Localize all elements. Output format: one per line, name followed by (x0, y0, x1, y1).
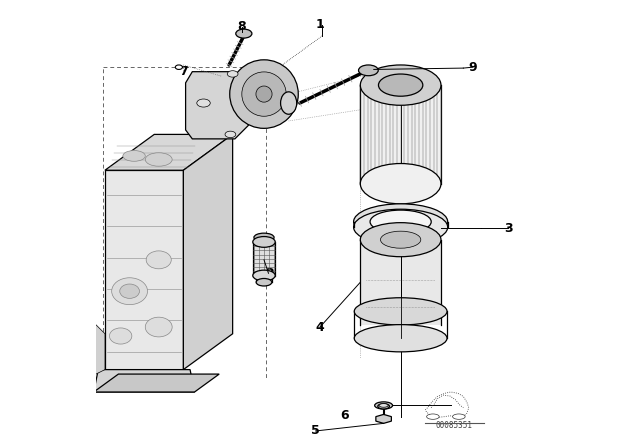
Text: 1: 1 (316, 18, 324, 31)
Polygon shape (376, 414, 392, 423)
Ellipse shape (256, 86, 272, 102)
Polygon shape (94, 370, 195, 392)
Ellipse shape (378, 74, 423, 96)
Polygon shape (78, 325, 105, 374)
Ellipse shape (175, 65, 182, 69)
Ellipse shape (280, 92, 297, 114)
Ellipse shape (354, 204, 448, 240)
Text: 2: 2 (266, 267, 275, 280)
Polygon shape (184, 134, 233, 370)
Ellipse shape (380, 231, 421, 248)
Text: 4: 4 (316, 320, 324, 334)
Text: 3: 3 (504, 222, 513, 235)
Text: 7: 7 (179, 65, 188, 78)
Bar (253, 242, 275, 276)
Text: 8: 8 (237, 20, 246, 34)
Text: 00085351: 00085351 (436, 421, 473, 430)
Text: 6: 6 (340, 409, 349, 422)
Ellipse shape (354, 209, 448, 245)
Ellipse shape (355, 298, 447, 325)
Ellipse shape (236, 29, 252, 38)
Ellipse shape (360, 65, 441, 105)
Ellipse shape (145, 317, 172, 337)
Ellipse shape (227, 71, 238, 77)
Ellipse shape (370, 210, 431, 233)
Ellipse shape (120, 284, 140, 298)
Ellipse shape (355, 325, 447, 352)
Ellipse shape (379, 404, 388, 407)
Ellipse shape (378, 404, 389, 409)
Polygon shape (94, 374, 220, 392)
Ellipse shape (109, 328, 132, 344)
Ellipse shape (360, 223, 441, 257)
Ellipse shape (254, 233, 274, 242)
Ellipse shape (452, 414, 465, 419)
Ellipse shape (253, 270, 275, 281)
Ellipse shape (145, 153, 172, 166)
Text: 9: 9 (468, 60, 477, 74)
Polygon shape (105, 134, 233, 170)
Polygon shape (186, 72, 248, 139)
Ellipse shape (427, 414, 439, 419)
Text: 5: 5 (311, 424, 320, 438)
Ellipse shape (374, 402, 392, 409)
Ellipse shape (230, 60, 298, 128)
Ellipse shape (146, 251, 172, 269)
Polygon shape (244, 85, 289, 121)
Ellipse shape (112, 278, 148, 305)
Ellipse shape (253, 237, 275, 247)
Ellipse shape (123, 151, 145, 161)
Ellipse shape (225, 131, 236, 138)
FancyBboxPatch shape (360, 85, 441, 184)
Polygon shape (105, 170, 184, 370)
Ellipse shape (360, 164, 441, 204)
Ellipse shape (256, 279, 272, 286)
Ellipse shape (358, 65, 378, 76)
Ellipse shape (242, 72, 286, 116)
Ellipse shape (197, 99, 210, 107)
Bar (360, 240, 441, 325)
